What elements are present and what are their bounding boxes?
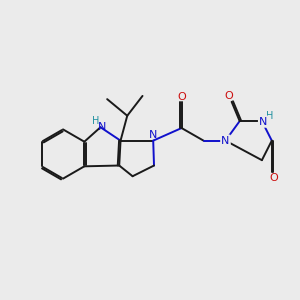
Text: O: O <box>177 92 186 102</box>
Text: O: O <box>224 92 233 101</box>
Text: N: N <box>98 122 106 132</box>
Text: N: N <box>259 117 267 127</box>
Text: H: H <box>266 111 273 121</box>
Text: N: N <box>149 130 158 140</box>
Text: N: N <box>221 136 230 146</box>
Text: O: O <box>270 173 278 183</box>
Text: H: H <box>92 116 99 126</box>
